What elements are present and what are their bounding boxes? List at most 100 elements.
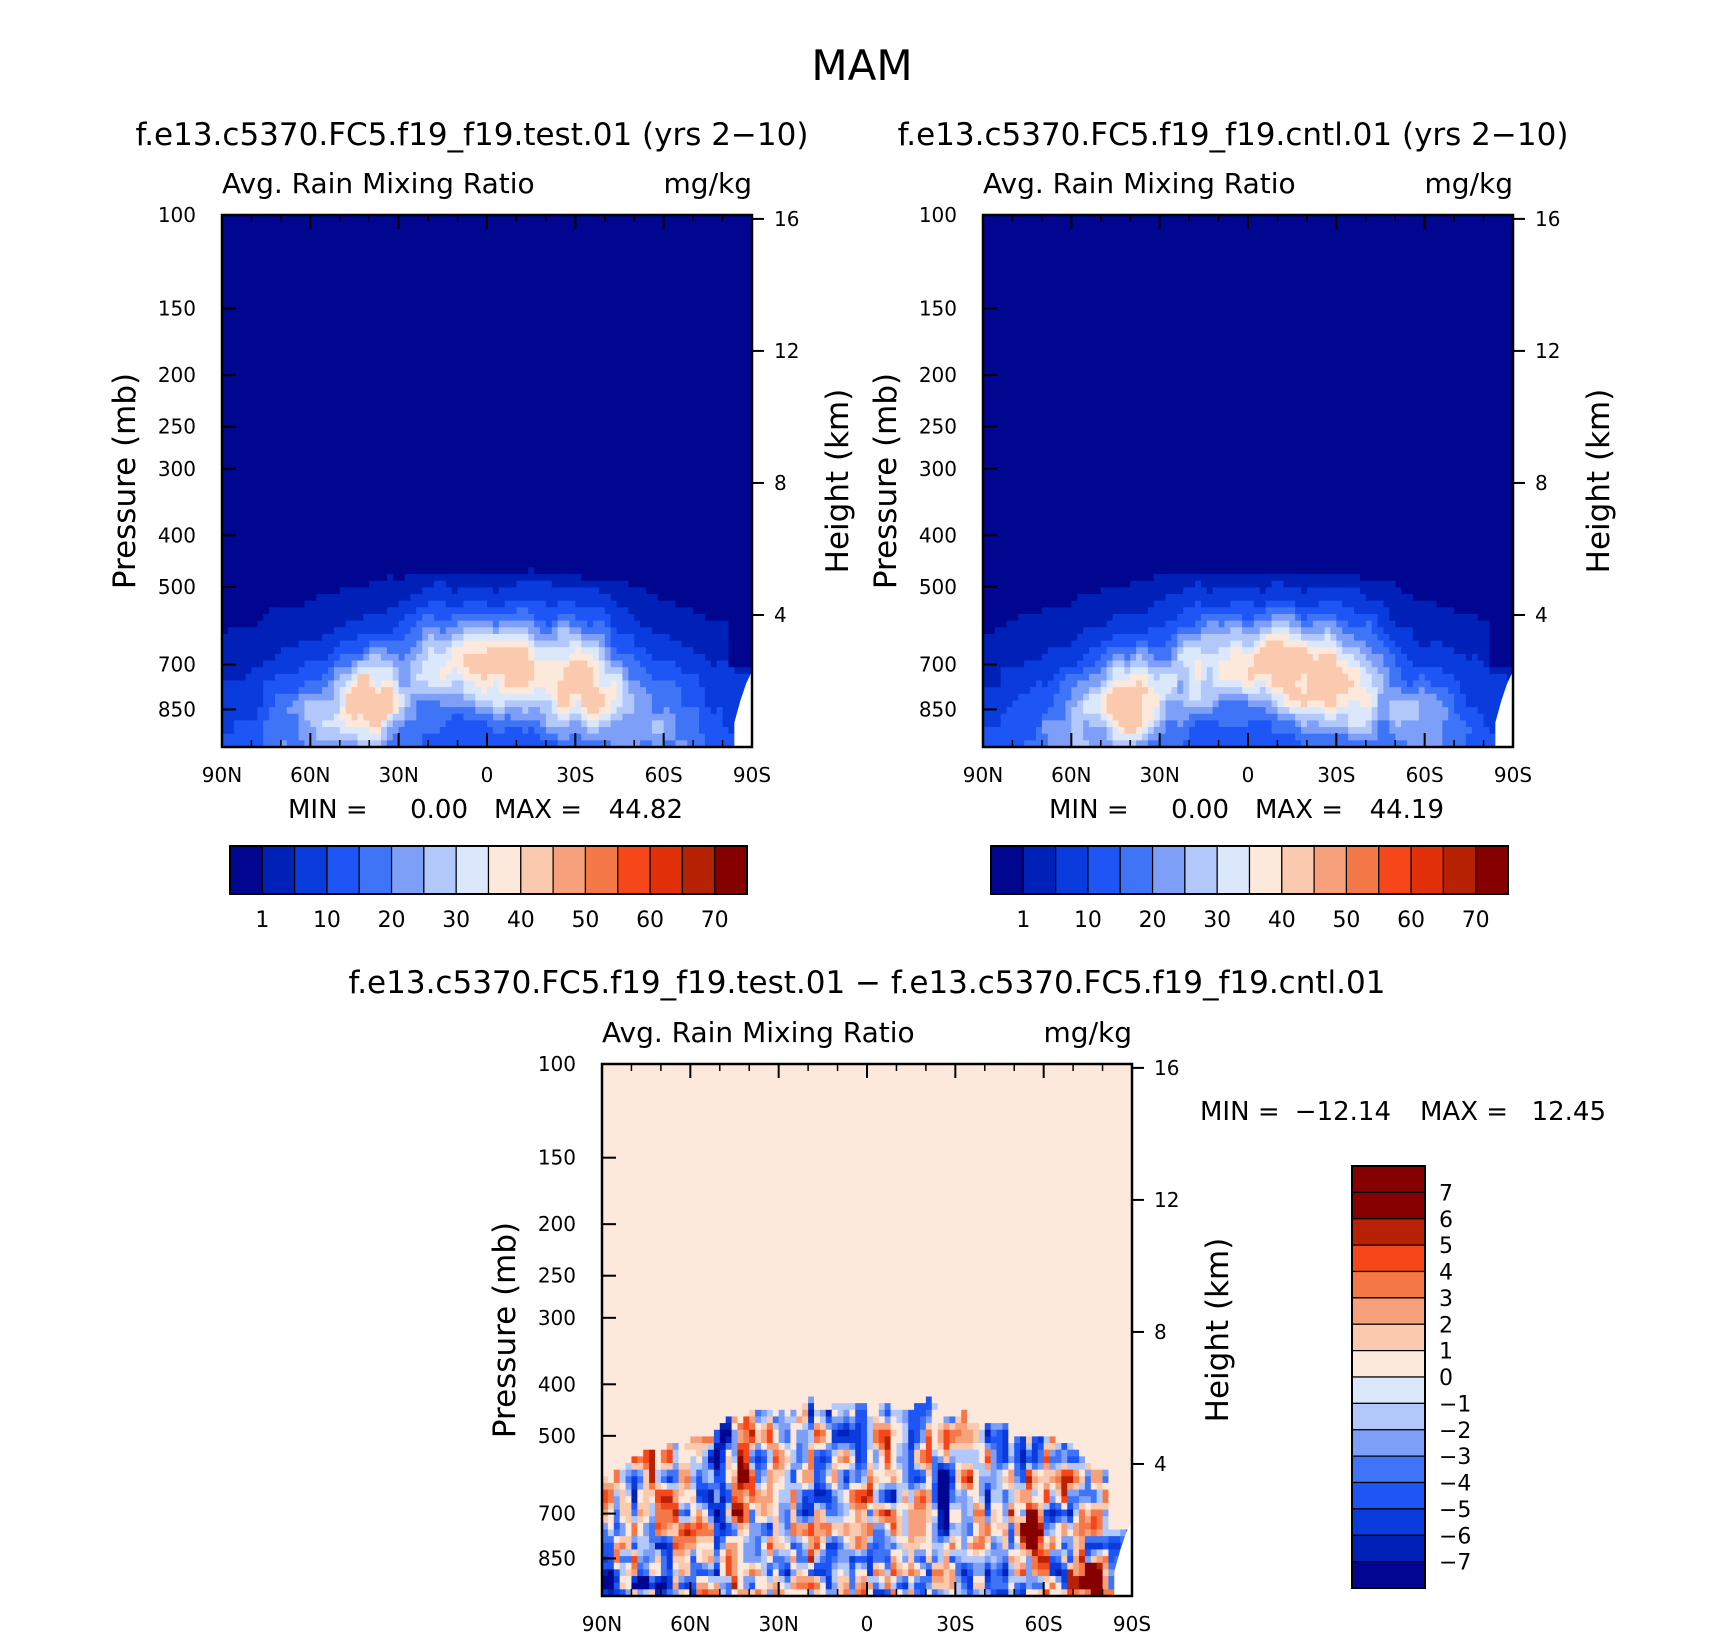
contour-cell (363, 321, 370, 329)
contour-cell (498, 434, 506, 442)
contour-cell (587, 520, 594, 529)
contour-cell (622, 361, 629, 369)
contour-cell (651, 228, 659, 236)
contour-cell (734, 421, 741, 429)
contour-cell (375, 381, 382, 389)
contour-cell (222, 434, 229, 442)
contour-cell (504, 261, 512, 269)
contour-cell (316, 321, 323, 329)
contour-cell (681, 481, 688, 489)
contour-cell (492, 354, 500, 362)
contour-cell (222, 314, 229, 322)
contour-cell (528, 394, 535, 402)
contour-cell (622, 421, 629, 429)
contour-cell (663, 527, 671, 535)
contour-cell (445, 534, 453, 542)
contour-cell (663, 288, 671, 296)
contour-cell (475, 328, 482, 336)
contour-cell (557, 221, 565, 229)
contour-cell (734, 407, 741, 416)
contour-cell (351, 348, 359, 356)
contour-cell (545, 434, 553, 442)
contour-cell (728, 427, 735, 436)
contour-cell (699, 348, 706, 356)
contour-cell (239, 221, 247, 229)
contour-cell (663, 248, 671, 256)
contour-cell (304, 520, 311, 529)
contour-cell (275, 294, 282, 303)
contour-cell (540, 241, 547, 249)
contour-cell (404, 500, 412, 509)
contour-cell (333, 248, 341, 256)
contour-cell (604, 334, 612, 342)
contour-cell (687, 308, 694, 316)
contour-cell (286, 328, 294, 336)
contour-cell (416, 321, 423, 329)
contour-cell (475, 447, 482, 455)
contour-cell (269, 387, 276, 396)
contour-cell (728, 481, 735, 489)
contour-cell (504, 507, 512, 515)
contour-cell (251, 308, 258, 316)
contour-cell (310, 248, 317, 256)
contour-cell (410, 387, 417, 396)
contour-cell (545, 560, 553, 569)
contour-cell (292, 381, 300, 389)
contour-cell (616, 314, 624, 322)
contour-cell (434, 447, 441, 455)
contour-cell (304, 454, 311, 462)
contour-cell (492, 261, 500, 269)
contour-cell (251, 574, 258, 582)
contour-cell (487, 341, 494, 349)
contour-cell (504, 574, 512, 582)
contour-cell (457, 461, 465, 469)
contour-cell (292, 248, 300, 256)
contour-cell (339, 507, 347, 515)
contour-cell (222, 254, 229, 263)
contour-cell (699, 461, 706, 469)
contour-cell (322, 308, 329, 316)
contour-cell (728, 215, 735, 223)
contour-cell (528, 348, 535, 356)
contour-cell (422, 308, 429, 316)
contour-cell (310, 560, 317, 569)
contour-cell (434, 481, 441, 489)
contour-cell (422, 434, 429, 442)
contour-cell (316, 381, 323, 389)
contour-cell (498, 407, 506, 416)
contour-cell (663, 481, 671, 489)
contour-cell (704, 494, 712, 502)
contour-cell (245, 441, 253, 449)
contour-cell (428, 554, 435, 562)
contour-cell (487, 500, 494, 509)
contour-cell (699, 574, 706, 582)
contour-cell (693, 514, 700, 522)
contour-cell (286, 215, 294, 223)
contour-cell (610, 434, 618, 442)
contour-cell (510, 361, 518, 369)
contour-cell (498, 334, 506, 342)
contour-cell (557, 241, 565, 249)
contour-cell (569, 574, 576, 582)
contour-cell (728, 281, 735, 289)
contour-cell (545, 215, 553, 223)
contour-cell (422, 348, 429, 356)
contour-cell (286, 367, 294, 376)
contour-cell (316, 500, 323, 509)
contour-cell (451, 540, 459, 549)
contour-cell (651, 414, 659, 422)
contour-cell (439, 574, 447, 582)
contour-cell (475, 394, 482, 402)
contour-cell (681, 474, 688, 482)
contour-cell (704, 274, 712, 283)
contour-cell (581, 534, 588, 542)
contour-cell (445, 268, 453, 276)
contour-cell (457, 274, 465, 283)
contour-cell (598, 481, 606, 489)
contour-cell (298, 381, 306, 389)
contour-cell (569, 328, 576, 336)
contour-cell (310, 274, 317, 283)
contour-cell (722, 254, 730, 263)
contour-cell (475, 401, 482, 409)
contour-cell (322, 474, 329, 482)
